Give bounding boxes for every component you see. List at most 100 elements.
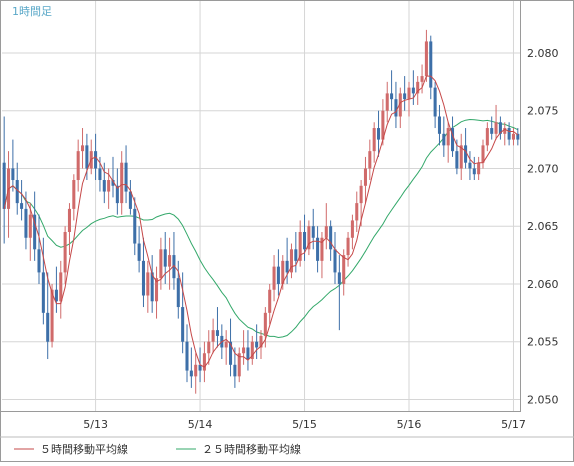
candle-body (250, 341, 254, 360)
candle-body (215, 330, 219, 336)
candle-body (333, 249, 337, 273)
candle-body (503, 128, 507, 134)
candle-body (481, 145, 485, 163)
x-tick-label: 5/16 (397, 418, 422, 431)
candle-body (181, 307, 185, 342)
x-tick-label: 5/13 (83, 418, 108, 431)
candle-body (285, 260, 289, 273)
candle-body (81, 145, 85, 152)
candle-body (159, 249, 163, 279)
candle-body (237, 353, 241, 377)
candle-body (202, 353, 206, 371)
candle-body (472, 168, 476, 175)
candle-body (329, 226, 333, 250)
legend-ma5-label: ５時間移動平均線 (40, 442, 128, 456)
candle-body (442, 133, 446, 146)
candle-body (420, 76, 424, 82)
candle-body (120, 162, 124, 204)
candle-body (407, 87, 411, 100)
candle-body (259, 335, 263, 348)
candle-body (137, 243, 141, 261)
candle-body (11, 168, 15, 181)
candle-body (324, 226, 328, 238)
candle-body (459, 145, 463, 169)
candle-body (63, 231, 67, 273)
candle-body (15, 180, 19, 204)
candle-body (424, 41, 428, 77)
candle-body (346, 237, 350, 256)
candle-body (307, 226, 311, 250)
candle-body (176, 278, 180, 308)
x-tick-label: 5/17 (501, 418, 526, 431)
candle-body (246, 347, 250, 360)
candle-body (363, 168, 367, 186)
candle-body (411, 87, 415, 94)
candle-body (94, 151, 98, 169)
candle-body (24, 208, 28, 238)
candle-body (368, 151, 372, 169)
candle-body (124, 162, 128, 192)
candle-body (102, 180, 106, 192)
candle-body (294, 249, 298, 261)
candle-body (198, 364, 202, 371)
x-tick-label: 5/15 (292, 418, 317, 431)
candle-body (516, 133, 520, 140)
candle-body (359, 185, 363, 204)
candle-body (298, 231, 302, 261)
y-tick-label: 2.060 (527, 278, 559, 291)
candle-body (289, 249, 293, 273)
candle-body (146, 272, 150, 296)
candle-body (172, 255, 176, 279)
candle-body (385, 93, 389, 111)
candle-body (498, 122, 502, 134)
candle-body (211, 330, 215, 342)
candle-body (350, 220, 354, 238)
candle-body (381, 110, 385, 140)
legend: ５時間移動平均線 ２５時間移動平均線 (14, 442, 301, 456)
candle-body (433, 87, 437, 117)
x-tick-label: 5/14 (188, 418, 213, 431)
candle-body (455, 151, 459, 169)
candle-body (194, 364, 198, 377)
candle-body (242, 347, 246, 354)
x-axis: 5/13 5/14 5/15 5/16 5/17 (83, 418, 526, 431)
candle-body (477, 162, 481, 175)
candle-body (107, 180, 111, 192)
candle-body (316, 237, 320, 261)
candle-body (46, 312, 50, 342)
candle-body (446, 128, 450, 146)
ma5-line (3, 75, 519, 368)
candle-body (185, 341, 189, 371)
candle-body (511, 133, 515, 140)
candle-body (54, 289, 58, 302)
candle-body (33, 214, 37, 250)
candle-body (72, 180, 76, 209)
candle-body (207, 341, 211, 354)
candle-body (50, 289, 54, 342)
candle-body (490, 128, 494, 134)
candle-body (416, 81, 420, 94)
candle-body (507, 128, 511, 140)
candle-body (429, 41, 433, 88)
candle-body (311, 226, 315, 238)
timeframe-label: 1時間足 (12, 5, 52, 18)
ma5-layer (3, 75, 519, 368)
candle-body (403, 93, 407, 100)
candle-body (468, 162, 472, 169)
candle-body (41, 272, 45, 313)
y-tick-label: 2.080 (527, 47, 559, 60)
candle-body (272, 266, 276, 290)
candle-body (37, 249, 41, 273)
candle-body (85, 145, 89, 169)
candle-body (398, 93, 402, 117)
candle-body (276, 266, 280, 284)
candle-body (485, 128, 489, 146)
candle-body (115, 185, 119, 204)
candle-body (67, 208, 71, 232)
candle-body (20, 203, 24, 209)
candle-body (394, 99, 398, 117)
candle-body (224, 341, 228, 348)
